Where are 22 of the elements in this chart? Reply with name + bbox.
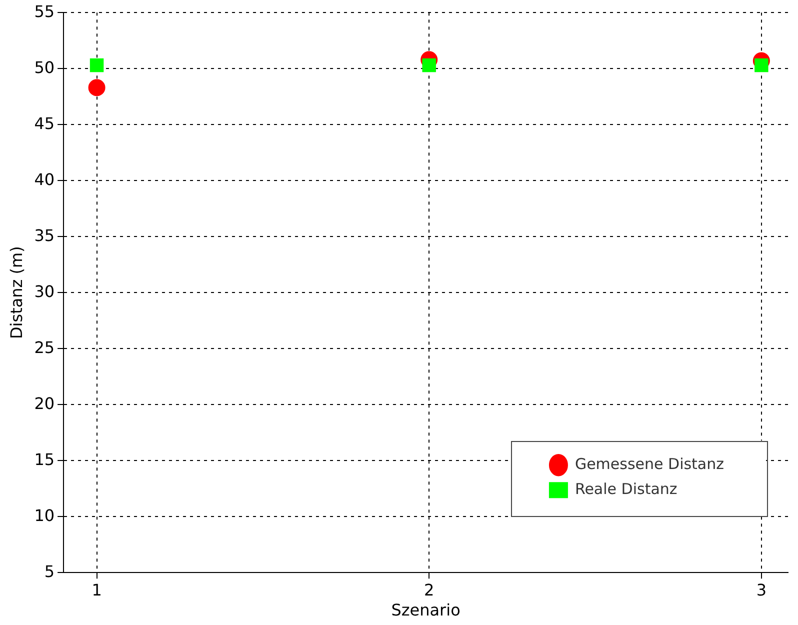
y-tick-label: 50 xyxy=(34,58,55,77)
y-tick-label: 30 xyxy=(34,282,55,301)
y-tick-label: 20 xyxy=(34,394,55,413)
y-tick-label: 35 xyxy=(34,226,55,245)
x-tick-label: 1 xyxy=(92,580,102,600)
y-tick-label: 5 xyxy=(44,562,55,581)
y-tick-label: 45 xyxy=(34,114,55,133)
legend-label: Gemessene Distanz xyxy=(574,454,724,473)
point xyxy=(754,58,768,72)
x-axis-title: Szenario xyxy=(391,600,460,620)
y-tick-label: 10 xyxy=(34,506,55,525)
y-axis-title: Distanz (m) xyxy=(6,246,26,340)
point xyxy=(88,79,106,96)
x-tick-label: 2 xyxy=(424,580,434,600)
y-tick-label: 40 xyxy=(34,170,55,189)
y-tick-label: 55 xyxy=(34,2,55,21)
legend-label: Reale Distanz xyxy=(574,480,678,498)
y-tick-label: 15 xyxy=(34,450,55,469)
point xyxy=(90,58,104,72)
x-tick-label: 3 xyxy=(756,580,767,600)
point xyxy=(422,58,436,72)
y-tick-label: 25 xyxy=(34,338,55,357)
